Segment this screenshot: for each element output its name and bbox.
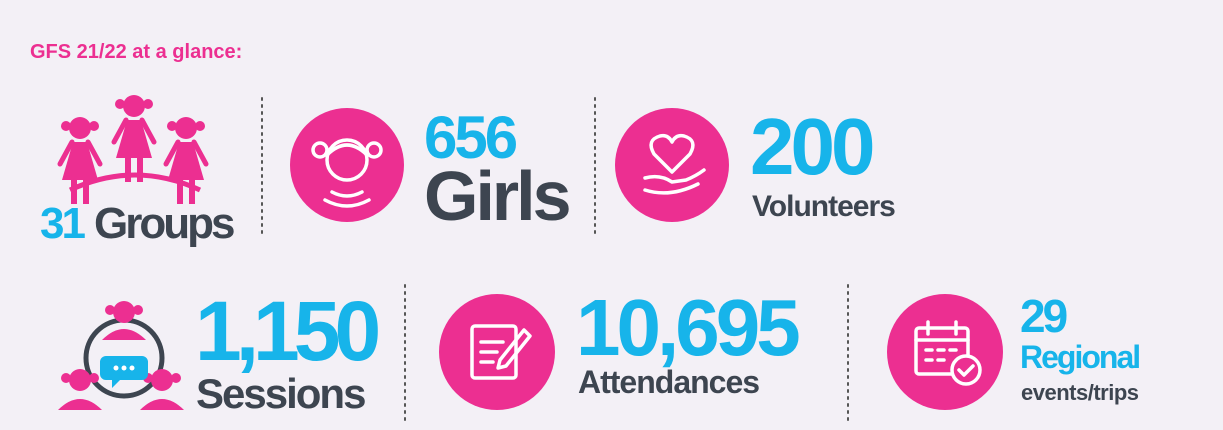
stat-label: Attendances xyxy=(578,364,759,400)
icon-circle xyxy=(290,108,404,222)
girl-face-icon xyxy=(311,138,383,208)
calendar-icon xyxy=(914,320,982,386)
stat-label: Girls xyxy=(424,157,570,235)
stat-label: Sessions xyxy=(196,370,365,417)
sessions-icon xyxy=(58,301,184,410)
icon-circle xyxy=(887,294,1003,410)
stat-value: 656 xyxy=(424,104,517,171)
heart-hand-icon xyxy=(643,133,706,195)
stat-sublabel: events/trips xyxy=(1021,380,1139,405)
stat-value: 200 xyxy=(750,102,873,191)
notepad-icon xyxy=(470,324,532,380)
stat-label: Regional xyxy=(1020,339,1139,375)
stat-value: 1,150 xyxy=(195,284,378,378)
stat-label: Groups xyxy=(94,199,234,248)
stat-label: Volunteers xyxy=(752,190,895,223)
stat-value: 29 xyxy=(1020,290,1067,342)
groups-icon xyxy=(60,95,206,204)
stat-value: 10,695 xyxy=(576,283,799,372)
icon-circle xyxy=(615,108,729,222)
title: GFS 21/22 at a glance: xyxy=(30,41,242,63)
stat-value: 31 xyxy=(40,199,85,248)
